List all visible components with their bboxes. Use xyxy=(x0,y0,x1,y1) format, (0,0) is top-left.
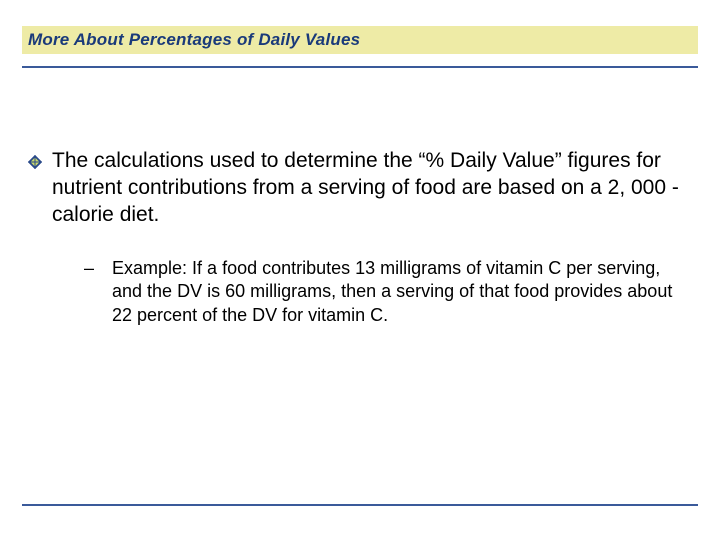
slide-body: The calculations used to determine the “… xyxy=(28,148,686,328)
footer-rule xyxy=(22,504,698,506)
slide-title: More About Percentages of Daily Values xyxy=(28,30,360,50)
slide: More About Percentages of Daily Values T… xyxy=(0,0,720,540)
dash-bullet-icon: – xyxy=(84,257,94,280)
diamond-bullet-icon xyxy=(28,155,42,169)
sub-bullet-text: Example: If a food contributes 13 millig… xyxy=(112,257,682,328)
title-underline xyxy=(22,66,698,68)
title-band: More About Percentages of Daily Values xyxy=(22,26,698,54)
bullet-text: The calculations used to determine the “… xyxy=(52,148,686,229)
bullet-item: The calculations used to determine the “… xyxy=(28,148,686,229)
sub-bullet-item: – Example: If a food contributes 13 mill… xyxy=(84,257,682,328)
